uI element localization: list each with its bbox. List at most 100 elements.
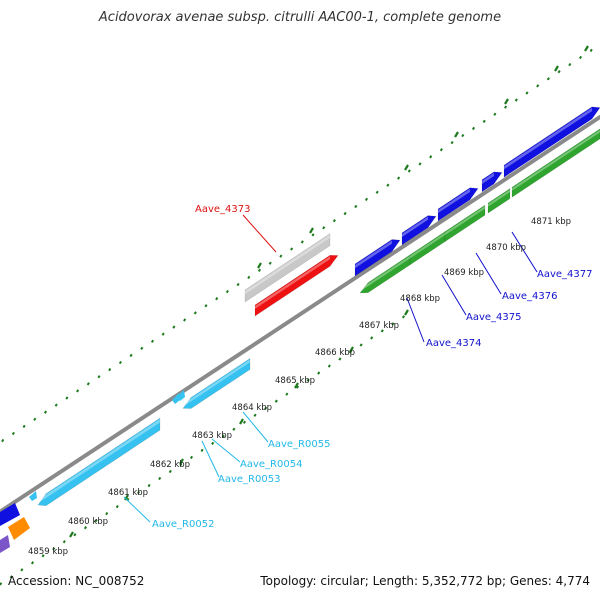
inner-tick-ring (0, 309, 409, 586)
tick-mark (30, 561, 35, 565)
tick-mark (236, 282, 240, 287)
tick-mark (554, 65, 559, 72)
tick-mark (536, 84, 540, 88)
tick-mark (168, 469, 172, 474)
gene-label: Aave_4373 (195, 204, 251, 215)
tick-mark (43, 410, 48, 414)
scale-label: 4865 kbp (275, 376, 315, 386)
tick-mark (295, 385, 300, 389)
cds-next (503, 106, 600, 178)
gene-label: Aave_4374 (426, 338, 482, 349)
tick-mark (11, 431, 15, 436)
tick-mark (589, 48, 593, 53)
tick-mark (54, 403, 58, 407)
tick-mark (461, 133, 465, 138)
tick-mark (493, 112, 497, 116)
rna-aave-r0055 (182, 357, 251, 409)
tick-mark (584, 45, 589, 52)
cds-green-4 (487, 187, 511, 214)
tick-mark (179, 458, 184, 465)
tick-mark (418, 162, 422, 166)
outer-tick-ring (1, 45, 593, 443)
rna-aave-r0052 (37, 417, 161, 507)
tick-mark (450, 140, 454, 145)
tick-mark (221, 434, 225, 438)
tick-mark (504, 98, 509, 105)
tick-mark (257, 268, 262, 272)
cds-aave-4375 (401, 215, 437, 246)
tick-mark (397, 176, 401, 180)
scale-label: 4869 kbp (444, 268, 484, 278)
tick-mark (200, 448, 204, 453)
tick-mark (215, 297, 219, 301)
cds-aave-4373 (254, 254, 339, 317)
leader-line (511, 231, 538, 273)
tick-mark (404, 164, 409, 171)
feature-gray (244, 233, 331, 303)
tick-mark (557, 70, 561, 74)
leader-line (242, 411, 269, 443)
tick-mark (514, 98, 518, 102)
tick-mark (183, 318, 187, 322)
scale-label: 4859 kbp (28, 547, 68, 557)
tick-mark (294, 382, 299, 389)
leader-line (123, 496, 151, 523)
tick-mark (274, 399, 278, 403)
tick-mark (105, 511, 109, 516)
tick-mark (1, 438, 5, 443)
scale-label: 4870 kbp (486, 243, 526, 253)
tick-mark (306, 378, 310, 382)
scale-label: 4860 kbp (68, 517, 108, 527)
tick-mark (568, 62, 572, 67)
tick-mark (343, 211, 347, 216)
tick-mark (386, 183, 390, 187)
tick-mark (0, 582, 3, 586)
tick-mark (391, 322, 395, 326)
scale-labels: 4859 kbp 4860 kbp 4861 kbp 4862 kbp 4863 kbp… (28, 217, 571, 557)
tick-mark (118, 360, 122, 365)
tick-mark (471, 126, 476, 131)
tick-mark (290, 247, 294, 251)
leader-line (406, 297, 425, 343)
label-leader-lines (123, 214, 538, 523)
leader-line (475, 252, 502, 295)
cds-green-5 (511, 128, 600, 198)
tick-mark (147, 483, 151, 488)
tick-mark (76, 389, 80, 393)
cds-aave-4377 (481, 171, 503, 193)
tick-mark (86, 382, 90, 386)
tick-mark (300, 240, 304, 244)
gene-label: Aave_4377 (537, 269, 593, 280)
tick-mark (20, 568, 24, 572)
gene-label: Aave_R0055 (268, 439, 330, 450)
tick-mark (65, 396, 69, 400)
rna-small (29, 491, 37, 501)
rna-aave-r0054 (177, 390, 185, 401)
tick-mark (482, 119, 486, 123)
leader-line (201, 440, 220, 478)
tick-mark (239, 418, 244, 425)
feature-orange (8, 517, 30, 540)
topology-text: Topology: circular; Length: 5,352,772 bp… (260, 574, 590, 588)
leader-line (441, 274, 467, 316)
cds-aave-4376 (437, 187, 479, 222)
tick-mark (578, 55, 583, 60)
tick-mark (401, 315, 406, 319)
gene-labels: Aave_4373 Aave_4374 Aave_4375 Aave_4376 Aave… (152, 204, 593, 530)
gene-label: Aave_R0052 (152, 519, 214, 530)
tick-mark (268, 261, 272, 265)
tick-mark (136, 490, 141, 495)
tick-mark (189, 455, 194, 460)
tick-mark (247, 275, 251, 280)
tick-mark (404, 309, 409, 316)
tick-mark (172, 325, 176, 329)
tick-mark (52, 547, 56, 551)
tick-mark (204, 304, 208, 308)
tick-mark (349, 346, 354, 353)
scale-label: 4864 kbp (232, 403, 272, 413)
tick-mark (279, 254, 283, 258)
tick-mark (504, 105, 508, 109)
tick-mark (129, 353, 133, 358)
cds-green-3 (444, 204, 486, 243)
